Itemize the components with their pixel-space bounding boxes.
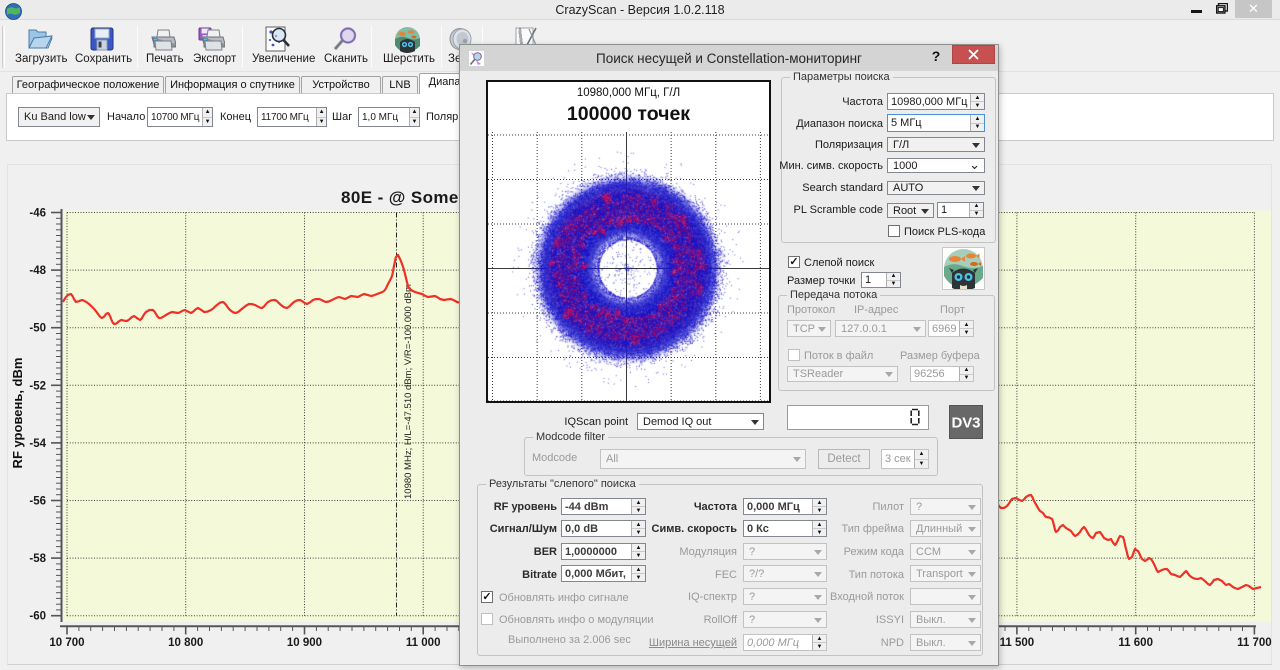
svg-text:11 500: 11 500: [1000, 637, 1035, 649]
svg-text:11 700: 11 700: [1237, 637, 1272, 649]
svg-text:RF уровень, dBm: RF уровень, dBm: [10, 358, 25, 469]
svg-text:11 600: 11 600: [1118, 637, 1153, 649]
svg-text:-52: -52: [29, 380, 46, 392]
svg-text:10 700: 10 700: [49, 637, 84, 649]
svg-text:-54: -54: [29, 438, 46, 450]
svg-text:-58: -58: [29, 553, 46, 565]
svg-text:-48: -48: [29, 265, 46, 277]
svg-text:10 800: 10 800: [168, 637, 203, 649]
svg-text:10980 MHz; H/L=-47.510 dBm;: 10980 MHz; H/L=-47.510 dBm; V/R=-100.000…: [403, 284, 414, 499]
svg-text:-60: -60: [29, 611, 46, 623]
svg-text:-46: -46: [29, 208, 46, 220]
svg-text:10 900: 10 900: [287, 637, 322, 649]
svg-text:-50: -50: [29, 323, 46, 335]
svg-text:DV3: DV3: [952, 415, 981, 432]
svg-text:11 000: 11 000: [406, 637, 441, 649]
svg-text:-56: -56: [29, 496, 46, 508]
